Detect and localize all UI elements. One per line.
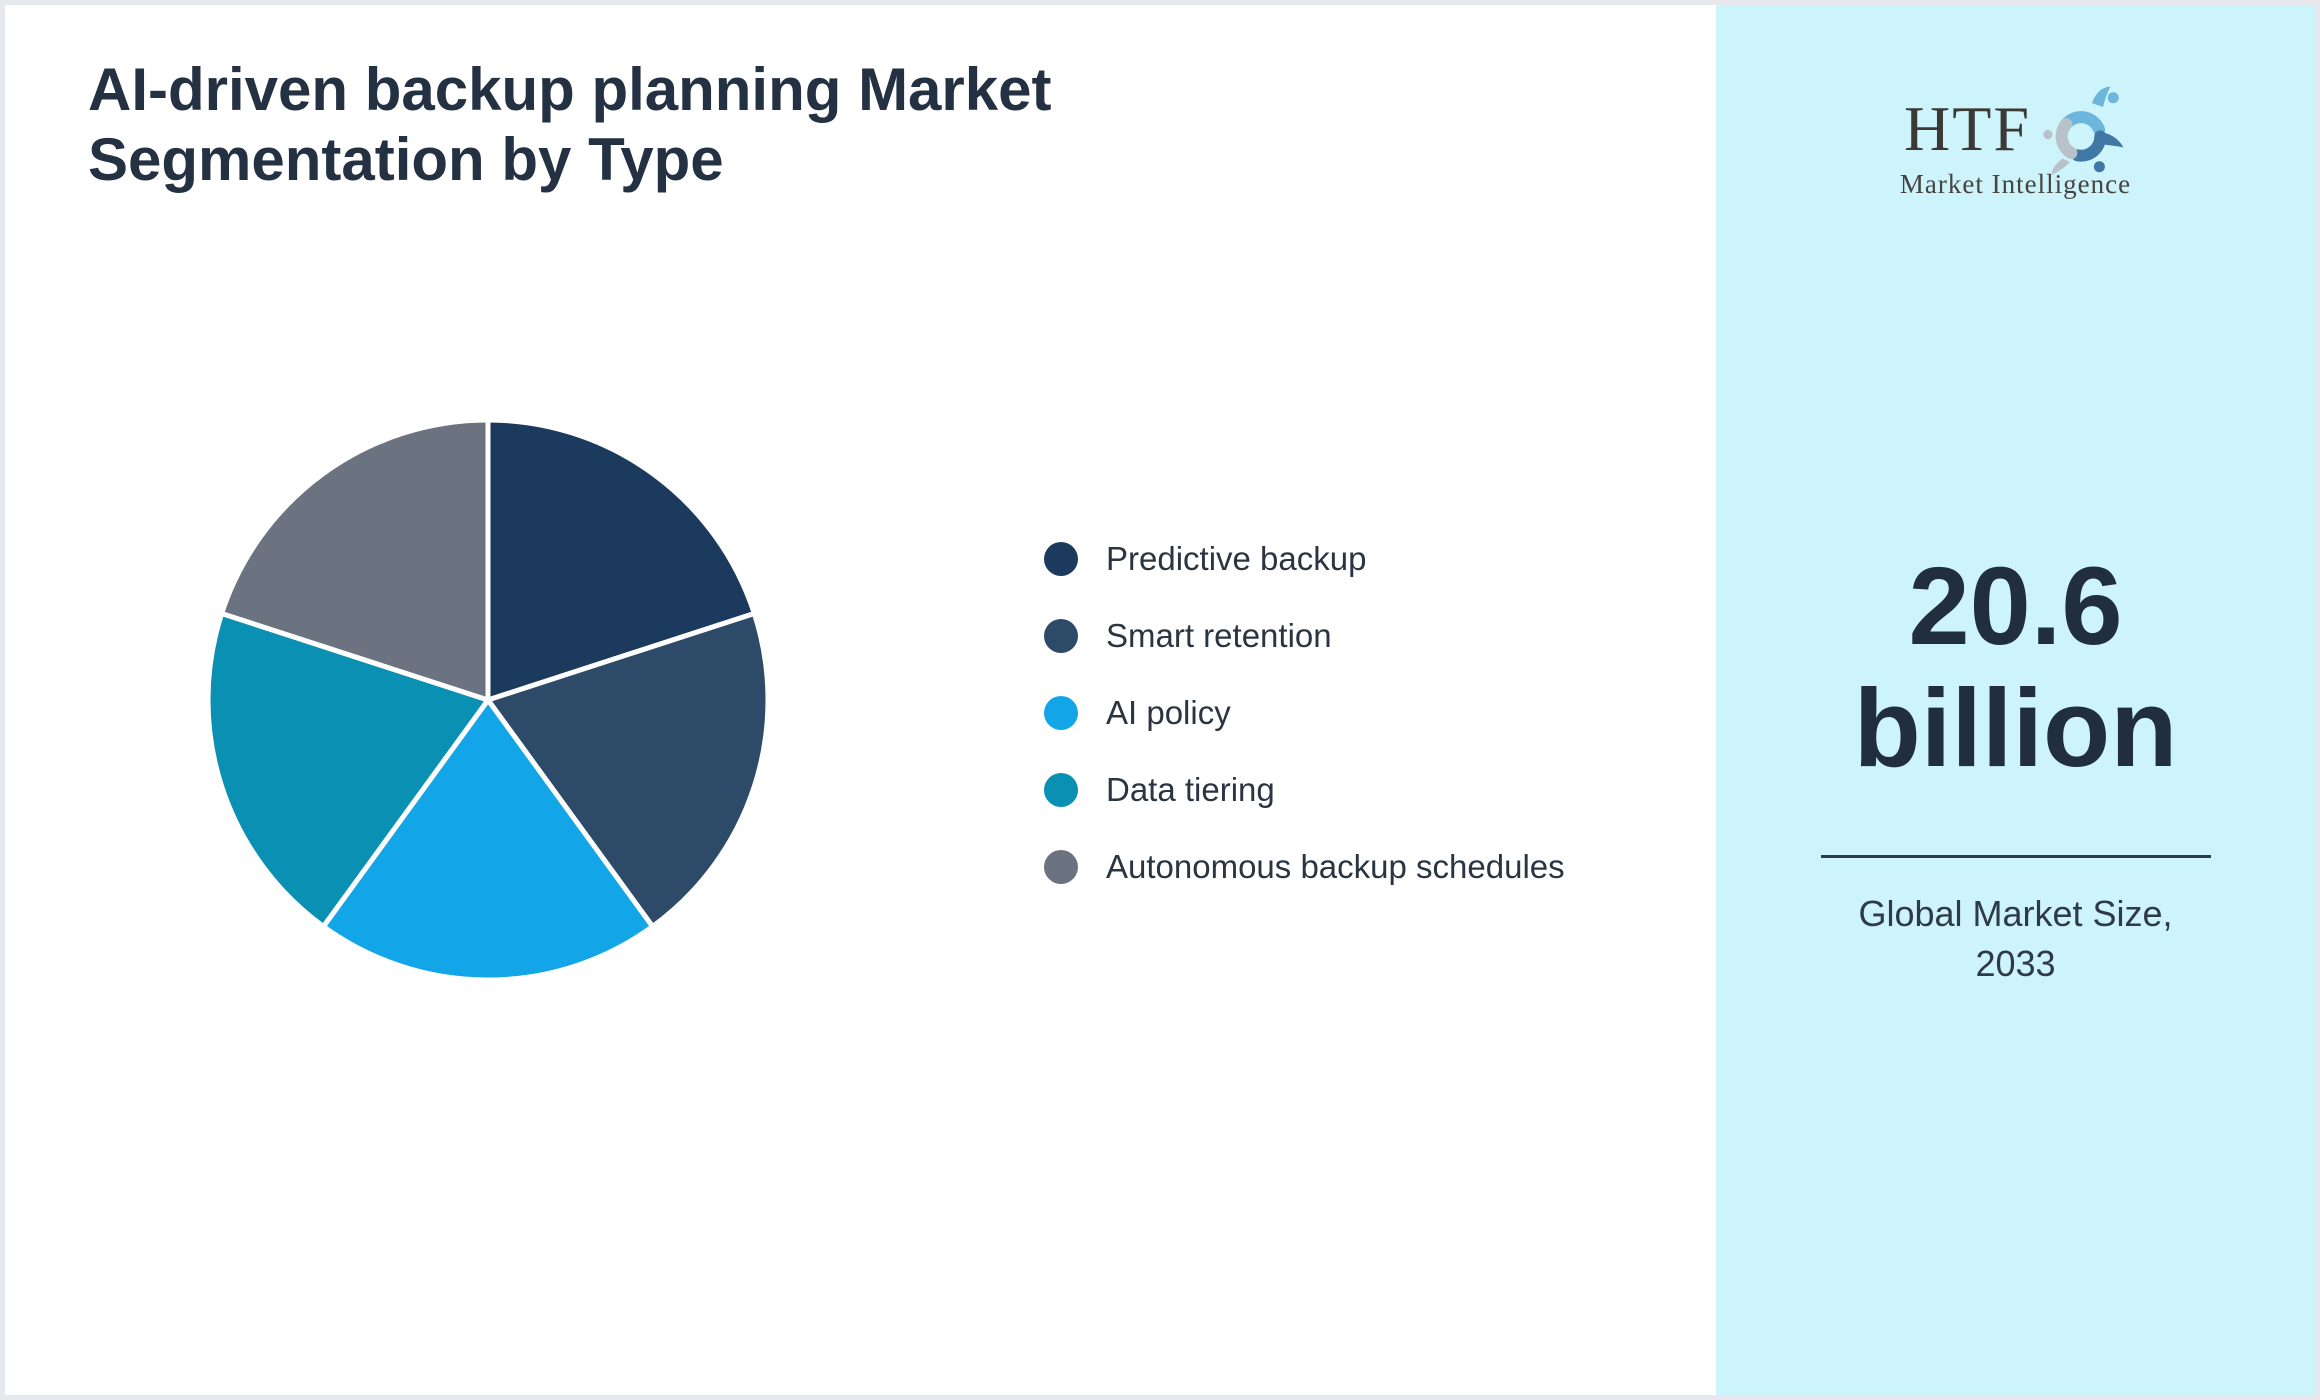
logo: HTF Market Intelligence: [1716, 81, 2315, 200]
legend-label: Predictive backup: [1106, 540, 1367, 577]
caption-line1: Global Market Size,: [1858, 893, 2173, 934]
market-size-figure: 20.6 billion: [1716, 546, 2315, 790]
legend-swatch: [1044, 619, 1078, 653]
page-title-line2: Segmentation by Type: [88, 126, 724, 193]
legend-label: Autonomous backup schedules: [1106, 848, 1565, 885]
page-title-line1: AI-driven backup planning Market: [88, 56, 1052, 123]
market-size-unit: billion: [1853, 667, 2178, 790]
legend-item: Autonomous backup schedules: [1044, 848, 1565, 885]
legend-swatch: [1044, 850, 1078, 884]
logo-subtext: Market Intelligence: [1899, 169, 2132, 199]
pie-slice-3: [320, 697, 656, 983]
market-size-caption: Global Market Size, 2033: [1716, 889, 2315, 989]
logo-swirl-icon: [2043, 86, 2124, 175]
legend-swatch: [1044, 696, 1078, 730]
legend-label: AI policy: [1106, 694, 1231, 731]
logo-text: HTF: [1904, 93, 2031, 164]
legend-item: Smart retention: [1044, 617, 1565, 654]
page-title: AI-driven backup planning Market Segment…: [88, 55, 1052, 195]
legend-item: Data tiering: [1044, 771, 1565, 808]
legend-item: Predictive backup: [1044, 540, 1565, 577]
sidebar: HTF Market Intelligence 20.6 billion: [1716, 5, 2315, 1395]
market-size-value: 20.6: [1908, 545, 2123, 668]
pie-slice-4: [205, 610, 491, 930]
pie-chart: [205, 417, 771, 983]
pie-slice-2: [485, 610, 771, 930]
legend: Predictive backup Smart retention AI polic…: [1044, 540, 1565, 927]
pie-slice-5: [219, 417, 491, 703]
logo-row: HTF: [1904, 81, 2127, 177]
legend-item: AI policy: [1044, 694, 1565, 731]
pie-chart-svg: [205, 417, 771, 983]
legend-label: Data tiering: [1106, 771, 1275, 808]
legend-label: Smart retention: [1106, 617, 1332, 654]
legend-swatch: [1044, 542, 1078, 576]
caption-line2: 2033: [1975, 943, 2056, 984]
separator-line: [1820, 855, 2211, 858]
legend-swatch: [1044, 773, 1078, 807]
pie-slice-1: [485, 417, 757, 703]
